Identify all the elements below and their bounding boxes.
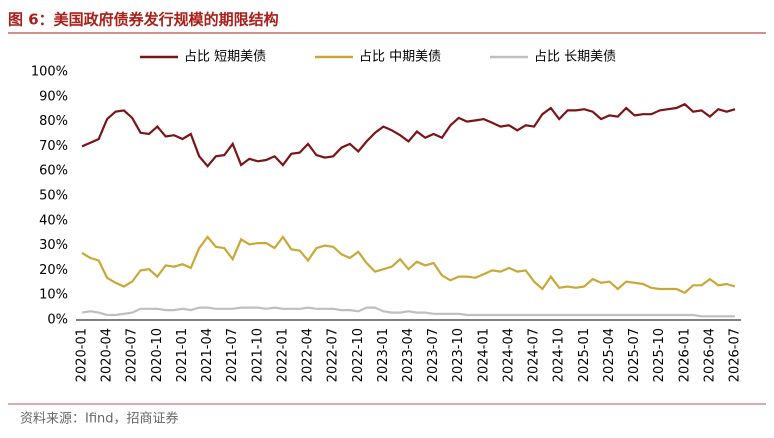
x-tick-label: 2020-07 xyxy=(125,328,140,382)
y-tick-label: 30% xyxy=(39,238,68,253)
x-tick-label: 2023-04 xyxy=(401,328,416,382)
y-tick-label: 100% xyxy=(31,65,68,80)
x-tick-label: 2024-07 xyxy=(527,328,542,382)
x-tick-label: 2026-07 xyxy=(728,328,743,382)
x-tick-label: 2021-04 xyxy=(200,328,215,382)
x-tick-label: 2020-04 xyxy=(100,328,115,382)
x-tick-label: 2025-01 xyxy=(577,328,592,382)
x-tick-label: 2022-07 xyxy=(326,328,341,382)
x-tick-label: 2024-04 xyxy=(501,328,516,382)
x-tick-label: 2024-10 xyxy=(552,328,567,382)
x-tick-label: 2021-01 xyxy=(175,328,190,382)
y-tick-label: 0% xyxy=(47,313,68,328)
x-tick-label: 2020-01 xyxy=(75,328,90,382)
x-tick-label: 2025-07 xyxy=(627,328,642,382)
x-tick-label: 2021-10 xyxy=(250,328,265,382)
x-tick-label: 2024-01 xyxy=(476,328,491,382)
x-tick-label: 2021-07 xyxy=(225,328,240,382)
y-tick-label: 10% xyxy=(39,288,68,303)
x-tick-label: 2026-04 xyxy=(702,328,717,382)
x-tick-label: 2025-10 xyxy=(652,328,667,382)
x-tick-label: 2023-10 xyxy=(451,328,466,382)
legend-label: 占比 短期美债 xyxy=(184,50,266,65)
legend-label: 占比 长期美债 xyxy=(534,50,616,65)
legend-label: 占比 中期美债 xyxy=(359,50,441,65)
series-line xyxy=(81,102,736,168)
series-line xyxy=(81,234,736,294)
source: 资料来源：Ifind，招商证券 xyxy=(20,411,179,427)
x-tick-label: 2026-01 xyxy=(677,328,692,382)
y-tick-label: 40% xyxy=(39,213,68,228)
x-tick-label: 2022-10 xyxy=(351,328,366,382)
y-tick-label: 70% xyxy=(39,139,68,154)
y-tick-label: 60% xyxy=(39,164,68,179)
x-tick-label: 2023-07 xyxy=(426,328,441,382)
x-tick-label: 2025-04 xyxy=(602,328,617,382)
chart-title: 图 6：美国政府债券发行规模的期限结构 xyxy=(8,11,279,29)
x-tick-label: 2022-04 xyxy=(301,328,316,382)
y-tick-label: 50% xyxy=(39,189,68,204)
x-tick-label: 2022-01 xyxy=(275,328,290,382)
x-tick-label: 2023-01 xyxy=(376,328,391,382)
y-tick-label: 20% xyxy=(39,263,68,278)
y-tick-label: 90% xyxy=(39,89,68,104)
series-line xyxy=(81,306,735,318)
y-tick-label: 80% xyxy=(39,114,68,129)
x-tick-label: 2020-10 xyxy=(150,328,165,382)
